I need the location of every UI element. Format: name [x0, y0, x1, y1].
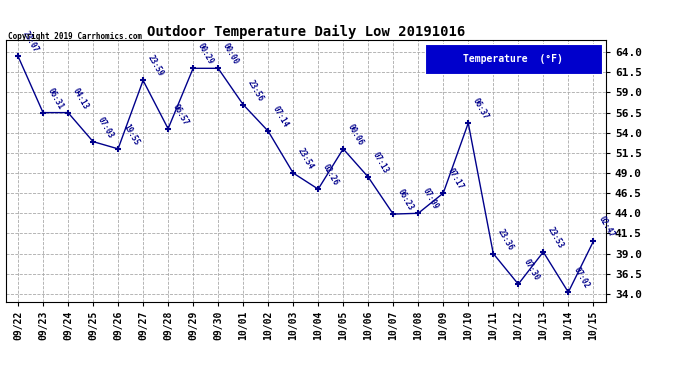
Text: 07:03: 07:03: [96, 115, 115, 140]
Text: 07:30: 07:30: [521, 258, 541, 282]
Text: 23:59: 23:59: [146, 54, 166, 78]
Title: Outdoor Temperature Daily Low 20191016: Outdoor Temperature Daily Low 20191016: [146, 25, 465, 39]
Text: 02:26: 02:26: [321, 163, 341, 187]
Text: 07:17: 07:17: [446, 166, 466, 191]
Text: 23:56: 23:56: [246, 78, 266, 102]
Text: 23:07: 23:07: [21, 30, 41, 54]
Text: 07:13: 07:13: [371, 150, 391, 175]
Text: 07:09: 07:09: [421, 187, 441, 211]
Text: 06:57: 06:57: [171, 102, 190, 127]
Text: 19:55: 19:55: [121, 122, 141, 147]
Text: 00:29: 00:29: [196, 42, 215, 66]
Text: 23:54: 23:54: [296, 147, 315, 171]
Text: 04:13: 04:13: [71, 86, 90, 111]
Text: 06:37: 06:37: [471, 96, 491, 121]
Text: 06:31: 06:31: [46, 86, 66, 111]
Text: 00:06: 00:06: [346, 122, 366, 147]
Text: 23:36: 23:36: [496, 227, 515, 252]
Text: 00:00: 00:00: [221, 42, 241, 66]
Text: 07:14: 07:14: [271, 105, 290, 129]
Text: 07:02: 07:02: [571, 266, 591, 290]
Text: Copyright 2019 Carrhomics.com: Copyright 2019 Carrhomics.com: [8, 32, 142, 41]
Text: 06:23: 06:23: [396, 188, 415, 212]
Text: 23:53: 23:53: [546, 225, 566, 250]
Text: 02:47: 02:47: [596, 215, 615, 240]
